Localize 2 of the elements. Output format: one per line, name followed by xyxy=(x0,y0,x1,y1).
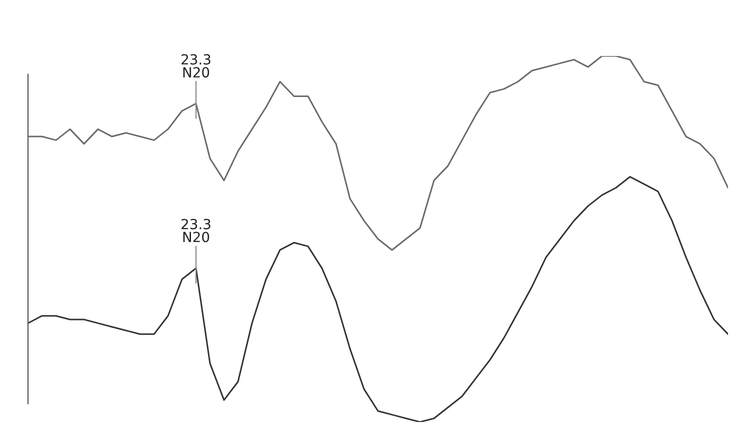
annotation: 23.3 N20 xyxy=(182,218,210,242)
annotation: 23.3 N20 xyxy=(182,54,210,78)
